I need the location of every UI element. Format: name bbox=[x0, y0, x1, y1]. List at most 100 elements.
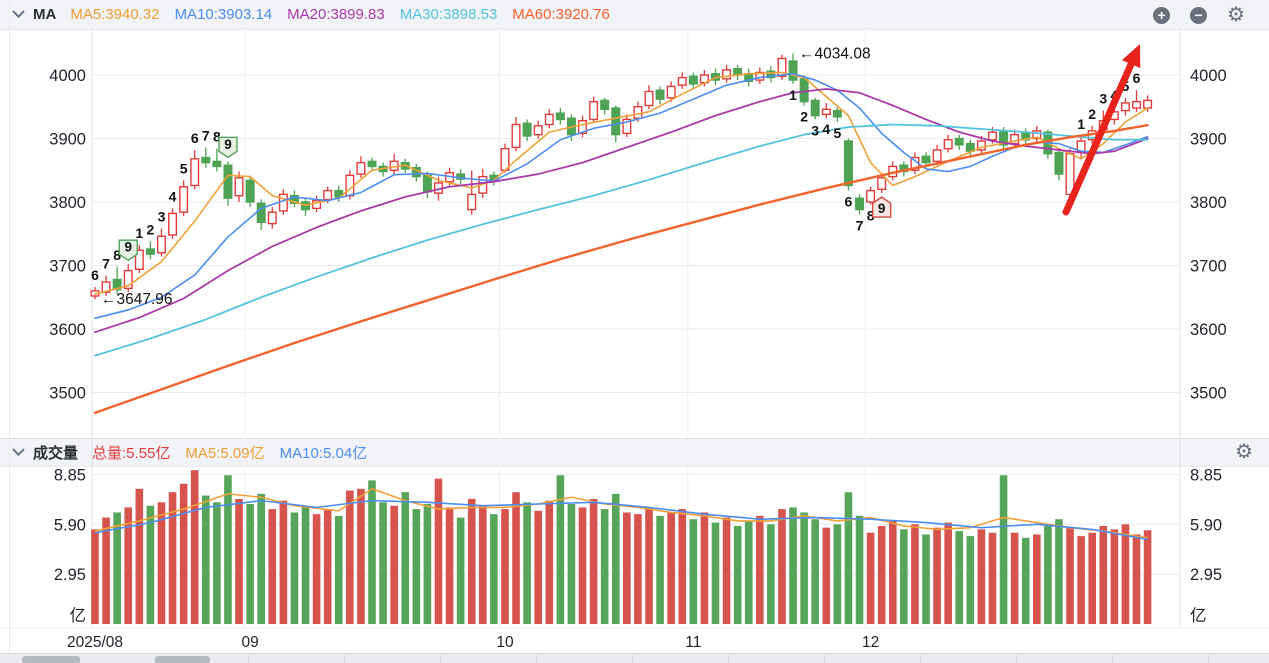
volume-bar bbox=[1110, 529, 1119, 624]
td-number: 2 bbox=[147, 221, 155, 237]
volume-bar bbox=[490, 514, 498, 624]
volume-bar bbox=[434, 478, 443, 624]
volume-bar bbox=[944, 522, 952, 624]
volume-bar bbox=[1088, 532, 1096, 624]
volume-bar bbox=[157, 502, 166, 624]
candle-body bbox=[655, 89, 665, 100]
candle-body bbox=[367, 160, 377, 168]
scrollbar-divider bbox=[632, 654, 633, 663]
candle-body bbox=[168, 212, 178, 236]
candle-body bbox=[821, 108, 831, 116]
volume-bar bbox=[977, 529, 986, 624]
scrollbar-divider bbox=[1016, 654, 1017, 663]
volume-ma10-line bbox=[94, 499, 1148, 541]
volume-legend: 总量:5.55亿 MA5:5.09亿 MA10:5.04亿 bbox=[92, 442, 367, 463]
ma-legend: MA5:3940.32 MA10:3903.14 MA20:3899.83 MA30:… bbox=[70, 6, 610, 23]
volume-bar bbox=[866, 532, 875, 624]
volume-bar bbox=[988, 532, 997, 624]
main-plot-area[interactable] bbox=[92, 31, 1180, 436]
td-nine-badge-red bbox=[871, 196, 892, 218]
month-label: 12 bbox=[862, 634, 879, 651]
volume-bar bbox=[401, 492, 410, 624]
candle-body bbox=[600, 99, 610, 110]
candle-body bbox=[267, 211, 277, 225]
settings-icon[interactable]: ⚙ bbox=[1227, 4, 1245, 26]
td-nine-badge-text: 9 bbox=[878, 201, 886, 216]
trend-arrow-shaft bbox=[1062, 56, 1137, 216]
td-number: 6 bbox=[1133, 70, 1141, 86]
candle-body bbox=[234, 177, 244, 197]
price-annotations: ←3647.96 ←4034.08 bbox=[101, 45, 871, 308]
price-axis-label-right: 4000 bbox=[1190, 67, 1227, 85]
zoom-in-icon[interactable]: + bbox=[1153, 6, 1171, 24]
main-pane-controls: + − ⚙ bbox=[1153, 0, 1245, 30]
volume-bar bbox=[778, 509, 786, 624]
collapse-volume-pane-icon[interactable] bbox=[12, 448, 25, 457]
candle-body bbox=[777, 57, 787, 77]
candle-body bbox=[212, 160, 222, 168]
volume-bar bbox=[611, 493, 620, 624]
candle-body bbox=[179, 186, 189, 213]
candle-body bbox=[134, 249, 144, 271]
candle-body bbox=[987, 131, 997, 141]
scrollbar-divider bbox=[1208, 654, 1209, 663]
volume-settings-gear-icon[interactable]: ⚙ bbox=[1235, 441, 1253, 463]
volume-bar bbox=[767, 524, 775, 624]
td-number: 7 bbox=[856, 218, 864, 234]
bottom-scrollbar[interactable] bbox=[0, 653, 1269, 663]
month-label: 09 bbox=[241, 634, 258, 651]
candle-body bbox=[323, 189, 333, 201]
vol-legend-item-ma5: MA5:5.09亿 bbox=[185, 445, 265, 462]
td-nine-badge-green bbox=[118, 239, 138, 262]
candle-body bbox=[312, 200, 322, 210]
main-pane-title: MA bbox=[33, 6, 57, 23]
volume-bar bbox=[789, 507, 797, 624]
ma30-line bbox=[94, 123, 1149, 357]
td-number: 2 bbox=[1088, 106, 1096, 122]
low-price-callout: ←3647.96 bbox=[101, 291, 173, 308]
zoom-out-icon[interactable]: − bbox=[1190, 6, 1208, 24]
collapse-main-pane-icon[interactable] bbox=[12, 10, 25, 19]
candle-body bbox=[1120, 102, 1130, 112]
main-legend-item-ma60: MA60:3920.76 bbox=[512, 6, 610, 23]
td-number: 7 bbox=[202, 127, 210, 143]
volume-bar bbox=[1099, 525, 1108, 624]
price-axis-label-right: 3900 bbox=[1190, 131, 1227, 149]
volume-bar bbox=[545, 500, 554, 624]
candle-body bbox=[1132, 100, 1142, 109]
td-number: 5 bbox=[180, 160, 188, 176]
vol-legend-item-ma10: MA10:5.04亿 bbox=[279, 445, 368, 462]
volume-bar bbox=[855, 515, 864, 624]
td-number: 3 bbox=[158, 209, 166, 225]
candle-body bbox=[101, 281, 111, 293]
volume-bar bbox=[534, 510, 542, 624]
volume-bar bbox=[888, 520, 897, 624]
volume-plot-area[interactable] bbox=[92, 468, 1180, 628]
price-axis-label-left: 4000 bbox=[49, 67, 86, 85]
volume-bar bbox=[379, 502, 387, 624]
scrollbar-handle-2[interactable] bbox=[155, 656, 210, 663]
candle-body bbox=[810, 99, 820, 117]
volume-bar bbox=[190, 470, 199, 624]
candle-body bbox=[578, 120, 588, 135]
candle-body bbox=[334, 189, 344, 198]
candle-body bbox=[1032, 130, 1042, 140]
scrollbar-handle-1[interactable] bbox=[22, 656, 80, 663]
candle-body bbox=[722, 69, 732, 80]
volume-bar bbox=[91, 529, 99, 624]
candle-body bbox=[245, 179, 255, 203]
candle-body bbox=[954, 137, 964, 146]
candle-body bbox=[1054, 151, 1064, 175]
volume-bar bbox=[423, 504, 432, 624]
volume-bar bbox=[911, 524, 919, 624]
axis-labels: 4000 4000 3900 3900 3800 3800 3700 3700 3600 3600… bbox=[49, 67, 1226, 651]
volume-bar bbox=[135, 488, 144, 624]
volume-bar bbox=[634, 514, 642, 624]
price-axis-label-right: 3500 bbox=[1190, 385, 1227, 403]
volume-bar bbox=[268, 509, 277, 624]
volume-bar bbox=[966, 536, 975, 624]
volume-bar bbox=[645, 507, 653, 624]
volume-bar bbox=[1121, 524, 1130, 624]
